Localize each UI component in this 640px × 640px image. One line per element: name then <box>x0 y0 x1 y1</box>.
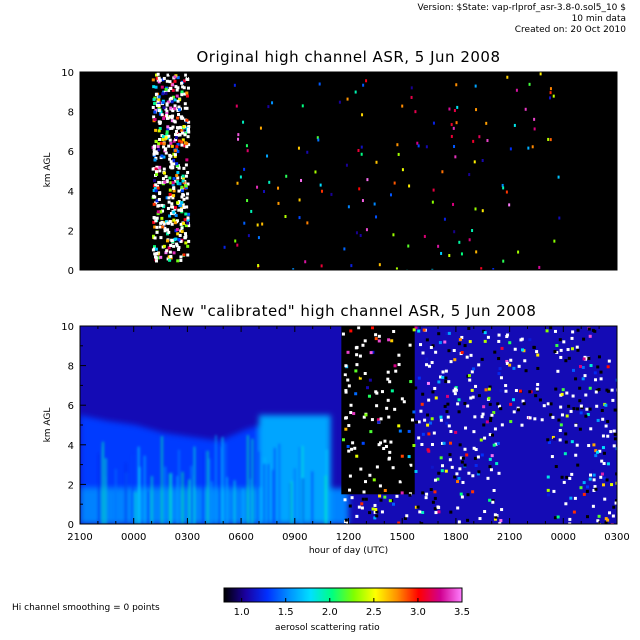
top-bright-layer <box>0 232 26 254</box>
smoothing-note: Hi channel smoothing = 0 points <box>12 603 160 613</box>
top-cloud-region <box>151 72 191 263</box>
top-axes: 0 2 4 6 8 10 <box>61 68 618 277</box>
x-tick-label: 2100 <box>497 532 522 543</box>
bottom-heatmap <box>0 326 617 524</box>
x-axis-label: hour of day (UTC) <box>308 546 389 556</box>
bottom-bright-layer <box>0 488 33 508</box>
x-tick-label: 0900 <box>282 532 307 543</box>
x-tick-label: 0000 <box>551 532 576 543</box>
x-tick-label: 0300 <box>604 532 629 543</box>
y-tick-label: 2 <box>68 480 74 491</box>
x-tick-label: 0300 <box>175 532 200 543</box>
bottom-streaks <box>98 435 328 524</box>
colorbar <box>223 587 463 603</box>
x-tick-label: 0000 <box>121 532 146 543</box>
y-tick-label: 6 <box>68 147 74 158</box>
y-tick-label: 10 <box>61 322 74 333</box>
top-scattered-returns <box>223 72 561 270</box>
colorbar-tick-label: 3.5 <box>454 607 470 618</box>
bottom-cloud-region <box>341 326 617 524</box>
x-tick-label: 2100 <box>67 532 92 543</box>
y-tick-label: 4 <box>68 441 74 452</box>
y-tick-label: 6 <box>68 401 74 412</box>
x-tick-label: 1200 <box>336 532 361 543</box>
y-tick-label: 4 <box>68 187 74 198</box>
x-tick-label: 1800 <box>443 532 468 543</box>
colorbar-tick-label: 1.0 <box>234 607 250 618</box>
x-tick-label: 1500 <box>389 532 414 543</box>
colorbar-tick-label: 2.5 <box>366 607 382 618</box>
y-tick-label: 8 <box>68 362 74 373</box>
y-tick-label: 0 <box>68 266 74 277</box>
top-background <box>80 72 617 270</box>
x-tick-label: 0600 <box>228 532 253 543</box>
colorbar-label: aerosol scattering ratio <box>275 623 380 633</box>
y-tick-label: 0 <box>68 520 74 531</box>
data-interval-label: 10 min data <box>571 14 626 24</box>
top-heatmap <box>0 72 617 270</box>
colorbar-tick-label: 2.0 <box>322 607 338 618</box>
y-tick-label: 2 <box>68 226 74 237</box>
y-tick-label: 8 <box>68 108 74 119</box>
colorbar-tick-label: 1.5 <box>278 607 294 618</box>
y-tick-label: 10 <box>61 68 74 79</box>
top-chart-title: Original high channel ASR, 5 Jun 2008 <box>196 48 501 66</box>
bottom-axes: 0 2 4 6 8 10 2100 0000 0300 0600 0900 1200 1500 1800 2… <box>61 322 629 543</box>
created-date-label: Created on: 20 Oct 2010 <box>514 25 626 35</box>
colorbar-tick-label: 3.0 <box>410 607 426 618</box>
version-label: Version: $State: vap-rlprof_asr-3.8-0.so… <box>417 3 626 13</box>
bottom-chart-title: New "calibrated" high channel ASR, 5 Jun… <box>160 302 537 320</box>
